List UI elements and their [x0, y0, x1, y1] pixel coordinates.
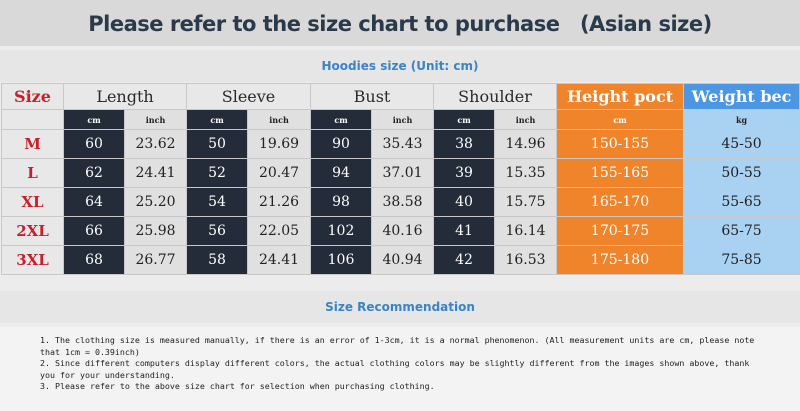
length-cm-cell: 64 — [63, 187, 125, 217]
size-label: L — [1, 158, 64, 188]
units-row: cm inch cm inch cm inch cm inch cm kg — [1, 109, 800, 130]
unit-sleeve-inch: inch — [247, 109, 311, 130]
unit-sleeve-cm: cm — [186, 109, 248, 130]
subtitle-bar: Hoodies size (Unit: cm) — [0, 50, 800, 82]
shoulder-cm-cell: 42 — [433, 245, 496, 275]
shoulder-cm-cell: 40 — [433, 187, 496, 217]
sleeve-cm-cell: 50 — [186, 129, 248, 159]
size-label: 3XL — [1, 245, 64, 275]
unit-shoulder-inch: inch — [494, 109, 558, 130]
shoulder-inch-cell: 16.53 — [494, 245, 558, 275]
height-cell: 155-165 — [556, 158, 685, 188]
unit-bust-cm: cm — [310, 109, 372, 130]
table-row: L 62 24.41 52 20.47 94 37.01 39 15.35 15… — [1, 158, 800, 188]
weight-cell: 45-50 — [683, 129, 800, 159]
shoulder-inch-cell: 14.96 — [494, 129, 558, 159]
sleeve-cm-cell: 56 — [186, 216, 248, 246]
length-inch-cell: 26.77 — [124, 245, 187, 275]
header-size: Size — [1, 83, 64, 110]
bust-inch-cell: 38.58 — [370, 187, 435, 217]
unit-weight-kg: kg — [683, 109, 800, 130]
note-3: 3. Please refer to the above size chart … — [40, 381, 435, 392]
header-shoulder: Shoulder — [433, 83, 558, 110]
note-2: 2. Since different computers display dif… — [40, 358, 750, 380]
height-cell: 175-180 — [556, 245, 685, 275]
table-row: 2XL 66 25.98 56 22.05 102 40.16 41 16.14… — [1, 216, 800, 246]
header-row: Size Length Sleeve Bust Shoulder Height … — [1, 83, 800, 110]
length-inch-cell: 23.62 — [124, 129, 187, 159]
shoulder-inch-cell: 15.35 — [494, 158, 558, 188]
bust-cm-cell: 90 — [310, 129, 372, 159]
sleeve-inch-cell: 20.47 — [247, 158, 311, 188]
shoulder-inch-cell: 15.75 — [494, 187, 558, 217]
size-label: M — [1, 129, 64, 159]
bust-inch-cell: 35.43 — [370, 129, 435, 159]
length-cm-cell: 62 — [63, 158, 125, 188]
weight-cell: 50-55 — [683, 158, 800, 188]
bust-cm-cell: 94 — [310, 158, 372, 188]
length-inch-cell: 24.41 — [124, 158, 187, 188]
note-1: 1. The clothing size is measured manuall… — [40, 335, 755, 357]
recommendation-bar: Size Recommendation — [0, 291, 800, 323]
sleeve-cm-cell: 54 — [186, 187, 248, 217]
weight-cell: 75-85 — [683, 245, 800, 275]
length-inch-cell: 25.20 — [124, 187, 187, 217]
header-length: Length — [63, 83, 187, 110]
bust-inch-cell: 40.16 — [370, 216, 435, 246]
shoulder-inch-cell: 16.14 — [494, 216, 558, 246]
unit-bust-inch: inch — [370, 109, 435, 130]
sleeve-inch-cell: 24.41 — [247, 245, 311, 275]
recommendation-title: Size Recommendation — [325, 300, 475, 314]
title-bar: Please refer to the size chart to purcha… — [0, 0, 800, 46]
shoulder-cm-cell: 38 — [433, 129, 496, 159]
header-weight: Weight bec — [683, 83, 800, 110]
unit-length-cm: cm — [63, 109, 125, 130]
bust-inch-cell: 40.94 — [370, 245, 435, 275]
unit-height-cm: cm — [556, 109, 685, 130]
header-bust: Bust — [309, 83, 435, 110]
shoulder-cm-cell: 41 — [433, 216, 496, 246]
unit-shoulder-cm: cm — [433, 109, 496, 130]
table-row: 3XL 68 26.77 58 24.41 106 40.94 42 16.53… — [1, 245, 800, 275]
bust-cm-cell: 102 — [310, 216, 372, 246]
sleeve-inch-cell: 22.05 — [247, 216, 311, 246]
table-row: M 60 23.62 50 19.69 90 35.43 38 14.96 15… — [1, 129, 800, 159]
length-inch-cell: 25.98 — [124, 216, 187, 246]
unit-length-inch: inch — [124, 109, 187, 130]
length-cm-cell: 60 — [63, 129, 125, 159]
height-cell: 150-155 — [556, 129, 685, 159]
sleeve-inch-cell: 19.69 — [247, 129, 311, 159]
weight-cell: 65-75 — [683, 216, 800, 246]
bust-inch-cell: 37.01 — [370, 158, 435, 188]
size-label: 2XL — [1, 216, 64, 246]
header-height: Height poct — [556, 83, 685, 110]
height-cell: 165-170 — [556, 187, 685, 217]
header-sleeve: Sleeve — [186, 83, 311, 110]
height-cell: 170-175 — [556, 216, 685, 246]
unit-blank — [1, 109, 64, 130]
sleeve-cm-cell: 52 — [186, 158, 248, 188]
size-table: Size Length Sleeve Bust Shoulder Height … — [1, 83, 800, 275]
sleeve-cm-cell: 58 — [186, 245, 248, 275]
shoulder-cm-cell: 39 — [433, 158, 496, 188]
table-row: XL 64 25.20 54 21.26 98 38.58 40 15.75 1… — [1, 187, 800, 217]
size-label: XL — [1, 187, 64, 217]
notes-section: 1. The clothing size is measured manuall… — [0, 327, 800, 411]
page-title: Please refer to the size chart to purcha… — [88, 12, 712, 36]
length-cm-cell: 66 — [63, 216, 125, 246]
table-subtitle: Hoodies size (Unit: cm) — [321, 59, 479, 73]
sleeve-inch-cell: 21.26 — [247, 187, 311, 217]
weight-cell: 55-65 — [683, 187, 800, 217]
bust-cm-cell: 98 — [310, 187, 372, 217]
length-cm-cell: 68 — [63, 245, 125, 275]
bust-cm-cell: 106 — [310, 245, 372, 275]
